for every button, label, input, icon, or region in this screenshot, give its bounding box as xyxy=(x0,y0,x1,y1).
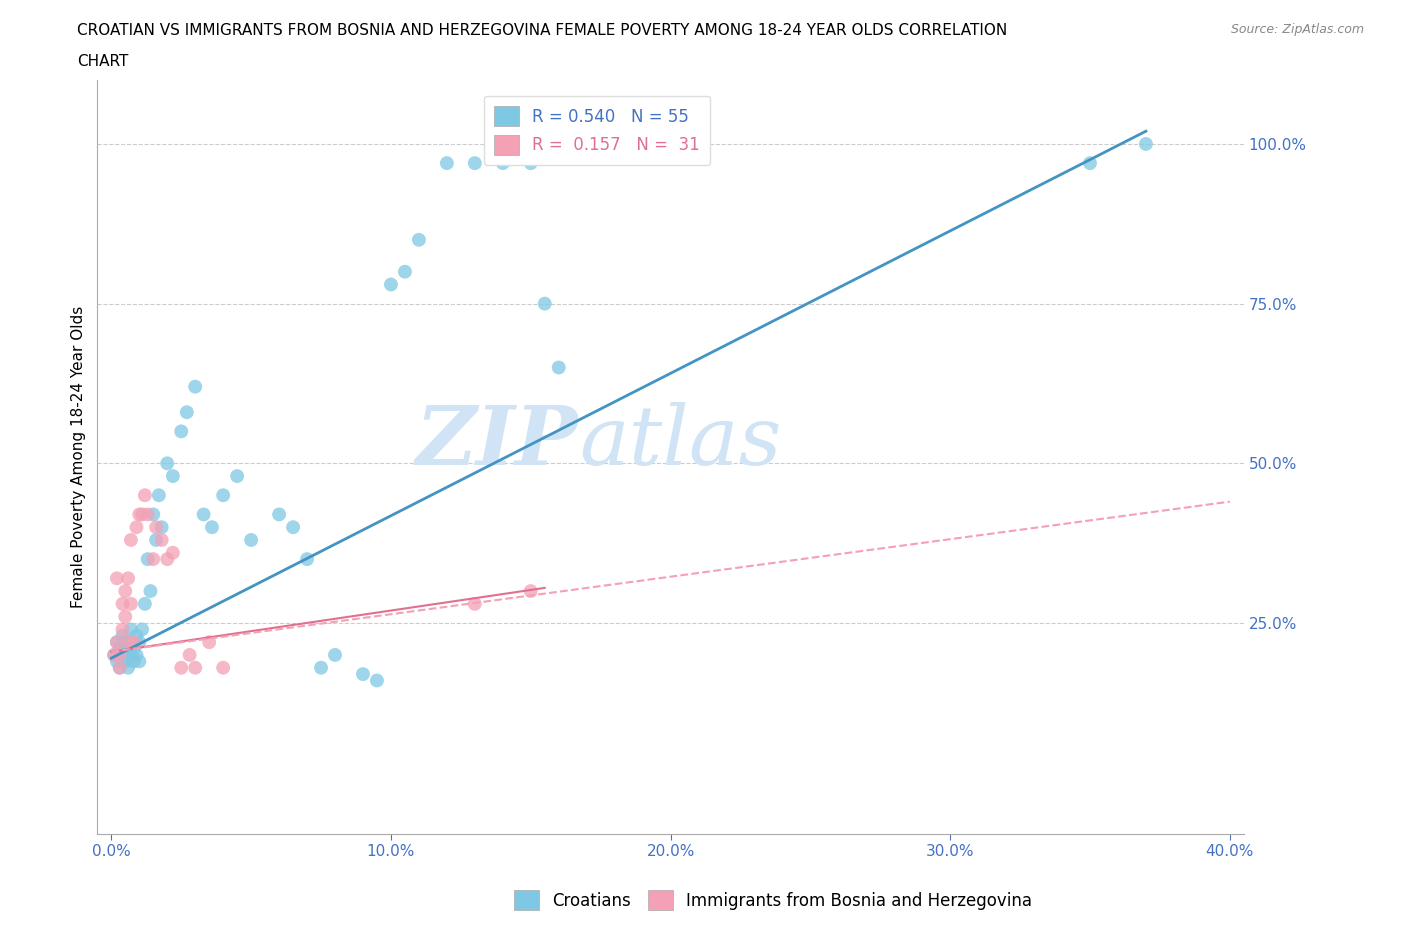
Legend: Croatians, Immigrants from Bosnia and Herzegovina: Croatians, Immigrants from Bosnia and He… xyxy=(508,884,1039,917)
Point xyxy=(179,647,201,662)
Point xyxy=(128,654,150,669)
Point xyxy=(519,584,541,599)
Point xyxy=(533,297,555,312)
Point xyxy=(1135,137,1157,152)
Point xyxy=(269,507,291,522)
Text: CHART: CHART xyxy=(77,54,129,69)
Point xyxy=(519,155,541,170)
Point xyxy=(117,660,139,675)
Point xyxy=(111,629,134,644)
Point xyxy=(212,488,235,503)
Point xyxy=(136,551,159,566)
Point xyxy=(145,533,167,548)
Point xyxy=(464,596,486,611)
Point xyxy=(125,520,148,535)
Point xyxy=(108,641,131,656)
Point xyxy=(408,232,430,247)
Point xyxy=(142,551,165,566)
Point xyxy=(170,424,193,439)
Point xyxy=(128,635,150,650)
Point xyxy=(380,277,402,292)
Point xyxy=(176,405,198,419)
Point xyxy=(111,622,134,637)
Text: atlas: atlas xyxy=(579,402,782,482)
Point xyxy=(120,596,142,611)
Point xyxy=(352,667,374,682)
Text: Source: ZipAtlas.com: Source: ZipAtlas.com xyxy=(1230,23,1364,36)
Point xyxy=(114,609,136,624)
Point xyxy=(148,488,170,503)
Point xyxy=(193,507,215,522)
Point xyxy=(309,660,332,675)
Point xyxy=(136,507,159,522)
Point xyxy=(436,155,458,170)
Point xyxy=(125,647,148,662)
Point xyxy=(120,533,142,548)
Point xyxy=(114,654,136,669)
Y-axis label: Female Poverty Among 18-24 Year Olds: Female Poverty Among 18-24 Year Olds xyxy=(72,306,86,608)
Point xyxy=(323,647,346,662)
Point xyxy=(170,660,193,675)
Point xyxy=(122,635,145,650)
Point xyxy=(105,635,128,650)
Point xyxy=(131,507,153,522)
Legend: R = 0.540   N = 55, R =  0.157   N =  31: R = 0.540 N = 55, R = 0.157 N = 31 xyxy=(484,96,710,165)
Point xyxy=(117,571,139,586)
Point xyxy=(226,469,249,484)
Point xyxy=(108,660,131,675)
Point xyxy=(117,635,139,650)
Point xyxy=(394,264,416,279)
Text: CROATIAN VS IMMIGRANTS FROM BOSNIA AND HERZEGOVINA FEMALE POVERTY AMONG 18-24 YE: CROATIAN VS IMMIGRANTS FROM BOSNIA AND H… xyxy=(77,23,1008,38)
Point xyxy=(105,635,128,650)
Point xyxy=(122,641,145,656)
Point xyxy=(131,622,153,637)
Point xyxy=(162,469,184,484)
Point xyxy=(162,545,184,560)
Point xyxy=(111,647,134,662)
Text: ZIP: ZIP xyxy=(416,402,579,482)
Point xyxy=(117,641,139,656)
Point xyxy=(105,654,128,669)
Point xyxy=(1078,155,1101,170)
Point xyxy=(156,456,179,471)
Point xyxy=(120,622,142,637)
Point xyxy=(139,584,162,599)
Point xyxy=(128,507,150,522)
Point xyxy=(114,635,136,650)
Point xyxy=(212,660,235,675)
Point xyxy=(120,647,142,662)
Point xyxy=(145,520,167,535)
Point xyxy=(150,533,173,548)
Point xyxy=(125,629,148,644)
Point xyxy=(114,584,136,599)
Point xyxy=(201,520,224,535)
Point xyxy=(366,673,388,688)
Point xyxy=(134,488,156,503)
Point xyxy=(103,647,125,662)
Point xyxy=(105,571,128,586)
Point xyxy=(122,654,145,669)
Point xyxy=(142,507,165,522)
Point xyxy=(198,635,221,650)
Point xyxy=(111,596,134,611)
Point xyxy=(108,647,131,662)
Point xyxy=(281,520,304,535)
Point xyxy=(184,660,207,675)
Point xyxy=(150,520,173,535)
Point xyxy=(156,551,179,566)
Point xyxy=(240,533,263,548)
Point xyxy=(464,155,486,170)
Point xyxy=(103,647,125,662)
Point xyxy=(295,551,318,566)
Point xyxy=(492,155,515,170)
Point xyxy=(134,596,156,611)
Point xyxy=(547,360,569,375)
Point xyxy=(184,379,207,394)
Point xyxy=(108,660,131,675)
